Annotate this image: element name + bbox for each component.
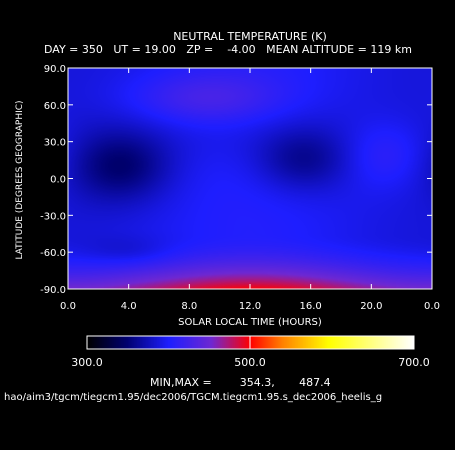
x-axis-label: SOLAR LOCAL TIME (HOURS) xyxy=(178,317,322,328)
colorbar-mid-label: 500.0 xyxy=(234,356,266,369)
x-tick-label: 8.0 xyxy=(181,301,197,312)
source-path: hao/aim3/tgcm/tiegcm1.95/dec2006/TGCM.ti… xyxy=(4,392,382,403)
x-tick-label: 12.0 xyxy=(239,301,261,312)
x-tick-label: 0.0 xyxy=(424,301,440,312)
x-tick-label: 20.0 xyxy=(360,301,382,312)
y-axis: 90.0 60.0 30.0 0.0 -30.0 -60.0 -90.0 xyxy=(40,64,432,296)
x-axis: 0.0 4.0 8.0 12.0 16.0 20.0 0.0 xyxy=(60,68,440,312)
y-axis-label: LATITUDE (DEGREES GEOGRAPHIC) xyxy=(15,100,25,259)
y-tick-label: -90.0 xyxy=(40,285,66,296)
x-tick-label: 16.0 xyxy=(300,301,322,312)
colorbar-max-label: 700.0 xyxy=(398,356,430,369)
x-tick-label: 4.0 xyxy=(121,301,137,312)
y-tick-label: -60.0 xyxy=(40,248,66,259)
y-tick-label: 60.0 xyxy=(44,101,66,112)
y-tick-label: -30.0 xyxy=(40,211,66,222)
x-tick-label: 0.0 xyxy=(60,301,76,312)
y-tick-label: 0.0 xyxy=(50,175,66,186)
chart-subtitle: DAY = 350 UT = 19.00 ZP = -4.00 MEAN ALT… xyxy=(44,43,412,56)
min-max-readout: MIN,MAX = 354.3, 487.4 xyxy=(150,376,331,389)
heatmap-image xyxy=(68,68,432,289)
y-tick-label: 90.0 xyxy=(44,64,66,75)
y-tick-label: 30.0 xyxy=(44,138,66,149)
chart-title: NEUTRAL TEMPERATURE (K) xyxy=(173,30,327,43)
colorbar-min-label: 300.0 xyxy=(71,356,103,369)
